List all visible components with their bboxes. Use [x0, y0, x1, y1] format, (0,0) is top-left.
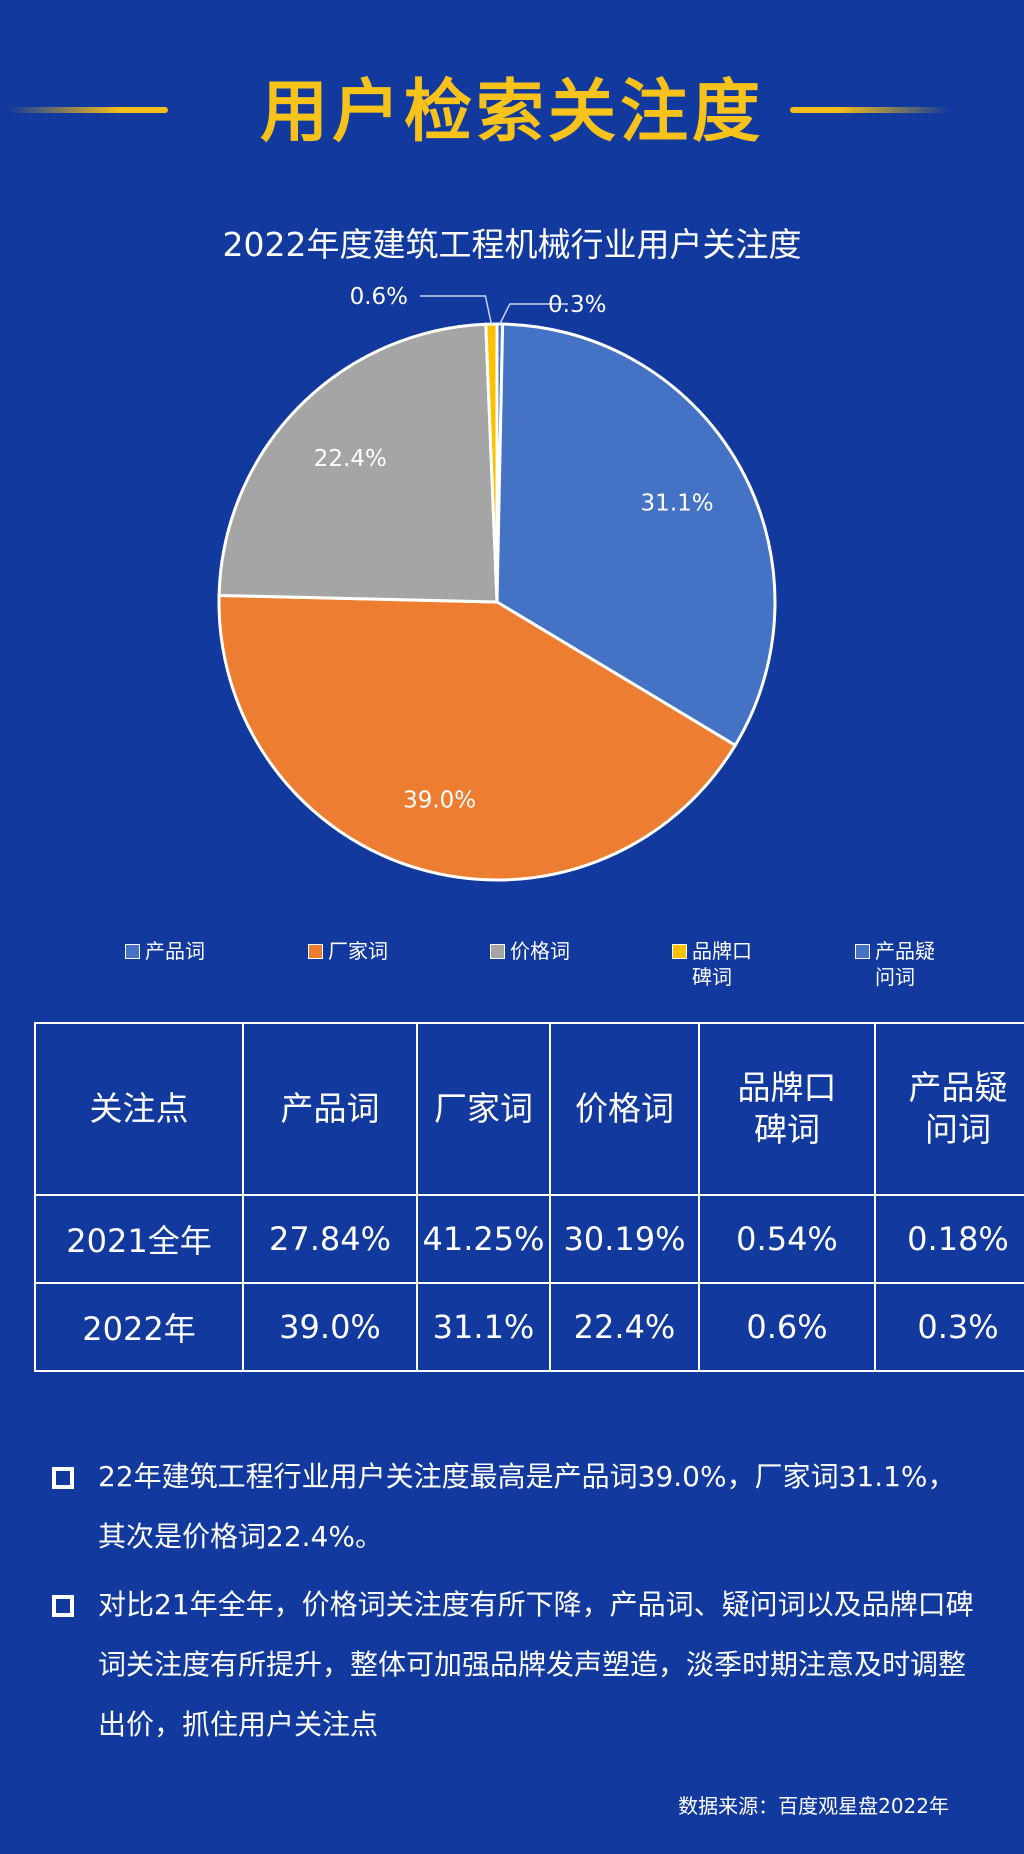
- pie-slice: [217, 593, 738, 882]
- header-decor-line-left: [8, 107, 168, 113]
- legend-swatch: [125, 944, 140, 959]
- table-header-cell: 厂家词: [416, 1022, 551, 1196]
- table-cell: 2022年: [34, 1282, 244, 1372]
- notes-list: 22年建筑工程行业用户关注度最高是产品词39.0%，厂家词31.1%，其次是价格…: [52, 1447, 982, 1763]
- table-header-cell: 品牌口 碑词: [698, 1022, 876, 1196]
- legend-swatch: [308, 944, 323, 959]
- legend-item: 厂家词: [308, 938, 398, 964]
- table-cell: 0.18%: [874, 1194, 1024, 1284]
- data-source: 数据来源：百度观星盘2022年: [678, 1794, 949, 1818]
- table-row: 2021全年 27.84% 41.25% 30.19% 0.54% 0.18%: [34, 1194, 1024, 1284]
- table-header-row: 关注点 产品词 厂家词 价格词 品牌口 碑词 产品疑 问词: [34, 1022, 1024, 1196]
- pie-slice: [217, 322, 499, 604]
- table-cell: 31.1%: [416, 1282, 551, 1372]
- table-cell: 41.25%: [416, 1194, 551, 1284]
- legend-swatch: [490, 944, 505, 959]
- legend-swatch: [855, 944, 870, 959]
- table-cell: 22.4%: [549, 1282, 700, 1372]
- table-row: 2022年 39.0% 31.1% 22.4% 0.6% 0.3%: [34, 1282, 1024, 1372]
- table-cell: 2021全年: [34, 1194, 244, 1284]
- note-item: 对比21年全年，价格词关注度有所下降，产品词、疑问词以及品牌口碑词关注度有所提升…: [52, 1575, 982, 1755]
- note-item: 22年建筑工程行业用户关注度最高是产品词39.0%，厂家词31.1%，其次是价格…: [52, 1447, 982, 1567]
- table-cell: 0.3%: [874, 1282, 1024, 1372]
- chart-title: 2022年度建筑工程机械行业用户关注度: [222, 225, 802, 264]
- slice-data-label: 0.3%: [548, 292, 606, 318]
- legend-label: 产品词: [145, 939, 205, 963]
- comparison-table: 关注点 产品词 厂家词 价格词 品牌口 碑词 产品疑 问词 2021全年 27.84…: [34, 1022, 1024, 1372]
- slice-data-label: 0.6%: [350, 284, 408, 310]
- note-text: 对比21年全年，价格词关注度有所下降，产品词、疑问词以及品牌口碑词关注度有所提升…: [98, 1588, 974, 1741]
- table-header-cell: 产品词: [242, 1022, 418, 1196]
- square-bullet-icon: [52, 1467, 74, 1489]
- chart-legend: 产品词 厂家词 价格词 品牌口碑词 产品疑问词: [0, 938, 1024, 998]
- page-title: 用户检索关注度: [259, 73, 764, 152]
- legend-label: 产品疑问词: [875, 939, 935, 989]
- square-bullet-icon: [52, 1595, 74, 1617]
- legend-label: 厂家词: [328, 939, 388, 963]
- legend-swatch: [672, 944, 687, 959]
- leader-line: [499, 303, 568, 325]
- table-cell: 39.0%: [242, 1282, 418, 1372]
- table-cell: 0.54%: [698, 1194, 876, 1284]
- table-cell: 0.6%: [698, 1282, 876, 1372]
- header-decor-line-right: [790, 107, 950, 113]
- legend-item: 价格词: [490, 938, 580, 964]
- legend-item: 产品疑问词: [855, 938, 939, 990]
- table-header-cell: 价格词: [549, 1022, 700, 1196]
- table-header-cell: 关注点: [34, 1022, 244, 1196]
- legend-label: 品牌口碑词: [692, 939, 752, 989]
- slice-data-label: 31.1%: [641, 491, 714, 517]
- page-header: 用户检索关注度: [0, 48, 1024, 158]
- slice-data-label: 22.4%: [314, 446, 387, 472]
- slice-data-label: 39.0%: [403, 788, 476, 814]
- table-cell: 30.19%: [549, 1194, 700, 1284]
- legend-item: 品牌口碑词: [672, 938, 756, 990]
- legend-item: 产品词: [125, 938, 215, 964]
- table-header-cell: 产品疑 问词: [874, 1022, 1024, 1196]
- pie-chart: 0.3% 31.1% 39.0% 22.4% 0.6%: [217, 284, 777, 882]
- pie-slice: [495, 322, 777, 748]
- note-text: 22年建筑工程行业用户关注度最高是产品词39.0%，厂家词31.1%，其次是价格…: [98, 1460, 956, 1553]
- leader-line: [420, 295, 493, 325]
- table-cell: 27.84%: [242, 1194, 418, 1284]
- legend-label: 价格词: [510, 939, 570, 963]
